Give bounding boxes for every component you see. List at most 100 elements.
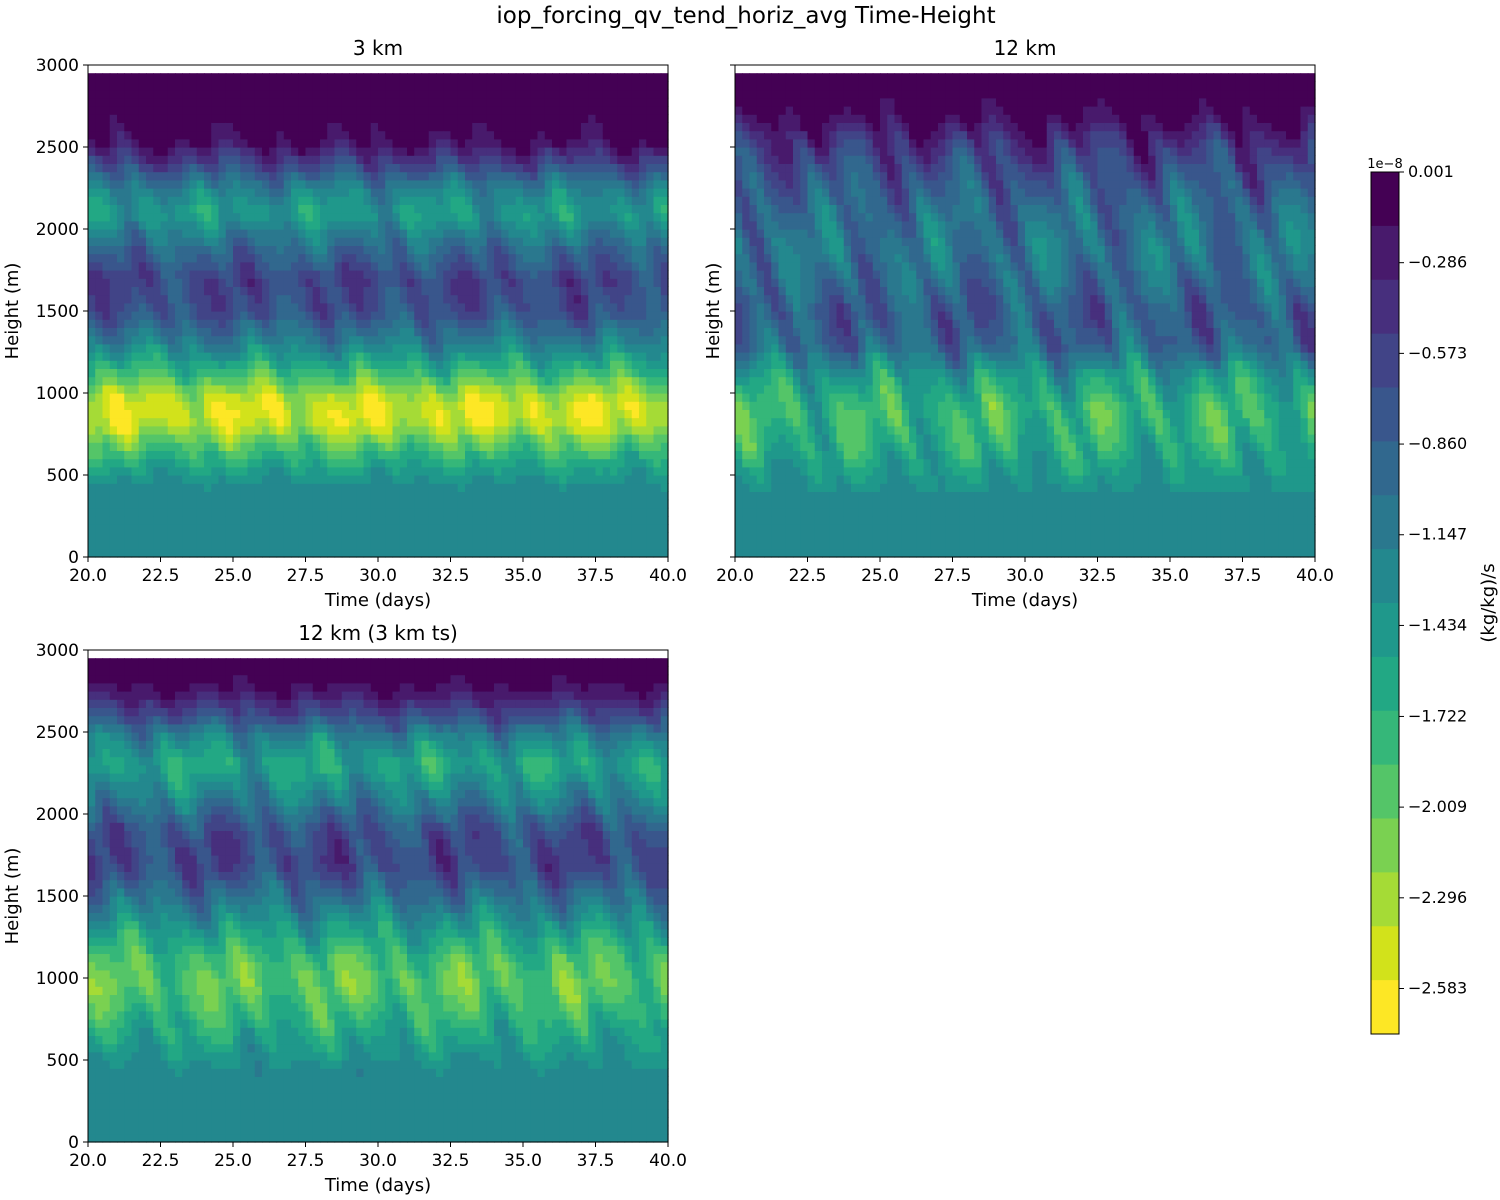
heatmap-cell — [138, 114, 147, 123]
heatmap-cell — [501, 425, 510, 435]
heatmap-cell — [305, 442, 314, 451]
heatmap-cell — [131, 204, 140, 214]
heatmap-cell — [254, 89, 263, 99]
y-tick-label: 3000 — [36, 56, 79, 76]
heatmap-cell — [291, 302, 299, 312]
heatmap-cell — [501, 458, 510, 468]
heatmap-cell — [240, 294, 249, 304]
y-tick-label: 0 — [68, 548, 79, 568]
heatmap-cell — [378, 434, 386, 443]
heatmap-cell — [465, 220, 473, 230]
heatmap-cell — [117, 466, 125, 476]
heatmap-cell — [349, 188, 357, 197]
heatmap-cell — [276, 188, 285, 197]
heatmap-cell — [124, 97, 133, 107]
heatmap-cell — [291, 458, 299, 468]
heatmap-cell — [392, 188, 401, 197]
heatmap-cell — [566, 245, 575, 255]
heatmap-cell — [588, 212, 597, 222]
heatmap-cell — [312, 97, 321, 107]
heatmap-cell — [407, 163, 415, 173]
heatmap-cell — [494, 114, 502, 123]
heatmap-cell — [436, 278, 444, 287]
heatmap-cell — [356, 483, 365, 492]
heatmap-cell — [124, 425, 133, 435]
heatmap-cell — [167, 261, 176, 271]
heatmap-cell — [399, 434, 408, 443]
heatmap-cell — [530, 286, 539, 296]
heatmap-cell — [334, 475, 343, 484]
heatmap-cell — [167, 540, 176, 550]
heatmap-cell — [631, 73, 640, 82]
heatmap-cell — [378, 327, 386, 337]
heatmap-cell — [247, 171, 256, 181]
heatmap-cell — [735, 278, 743, 287]
heatmap-cell — [660, 294, 669, 304]
heatmap-cell — [392, 458, 401, 468]
heatmap-cell — [327, 278, 336, 287]
heatmap-cell — [131, 524, 140, 533]
heatmap-cell — [501, 138, 510, 148]
heatmap-cell — [537, 311, 546, 320]
heatmap-cell — [298, 524, 307, 533]
heatmap-cell — [443, 434, 452, 443]
heatmap-cell — [631, 138, 640, 148]
heatmap-cell — [327, 417, 336, 427]
heatmap-cell — [370, 270, 379, 279]
heatmap-cell — [624, 179, 633, 189]
heatmap-cell — [327, 163, 336, 173]
heatmap-cell — [196, 89, 205, 99]
heatmap-cell — [196, 548, 205, 558]
heatmap-cell — [595, 179, 604, 189]
heatmap-cell — [233, 171, 241, 181]
heatmap-cell — [515, 335, 524, 345]
heatmap-cell — [196, 483, 205, 492]
heatmap-cell — [124, 130, 133, 140]
heatmap-cell — [211, 237, 220, 246]
heatmap-cell — [631, 393, 640, 402]
heatmap-cell — [742, 147, 751, 156]
heatmap-cell — [646, 311, 655, 320]
heatmap-cell — [334, 311, 343, 320]
heatmap-cell — [378, 114, 386, 123]
heatmap-cell — [334, 204, 343, 214]
heatmap-cell — [421, 261, 430, 271]
heatmap-cell — [573, 507, 582, 517]
heatmap-cell — [247, 548, 256, 558]
heatmap-cell — [233, 286, 241, 296]
heatmap-cell — [124, 450, 133, 460]
heatmap-cell — [588, 352, 597, 361]
heatmap-cell — [370, 188, 379, 197]
heatmap-cell — [508, 532, 517, 542]
heatmap-cell — [262, 516, 270, 525]
heatmap-cell — [523, 171, 531, 181]
heatmap-cell — [160, 376, 169, 386]
heatmap-cell — [341, 294, 350, 304]
heatmap-cell — [370, 425, 379, 435]
heatmap-cell — [370, 368, 379, 378]
heatmap-cell — [233, 458, 241, 468]
heatmap-cell — [233, 245, 241, 255]
heatmap-cell — [617, 237, 626, 246]
heatmap-cell — [756, 253, 765, 263]
heatmap-cell — [552, 475, 560, 484]
heatmap-cell — [465, 409, 473, 419]
heatmap-cell — [109, 319, 118, 328]
heatmap-cell — [298, 335, 307, 345]
heatmap-cell — [742, 278, 751, 287]
heatmap-cell — [175, 475, 183, 484]
heatmap-cell — [566, 138, 575, 148]
heatmap-cell — [421, 155, 430, 164]
heatmap-cell — [327, 393, 336, 402]
heatmap-cell — [102, 229, 111, 238]
heatmap-cell — [530, 270, 539, 279]
heatmap-cell — [131, 130, 140, 140]
heatmap-cell — [363, 171, 372, 181]
heatmap-cell — [240, 343, 249, 353]
heatmap-cell — [457, 360, 466, 369]
heatmap-cell — [95, 311, 104, 320]
heatmap-cell — [211, 73, 220, 82]
heatmap-cell — [291, 286, 299, 296]
heatmap-cell — [334, 409, 343, 419]
heatmap-cell — [523, 286, 531, 296]
